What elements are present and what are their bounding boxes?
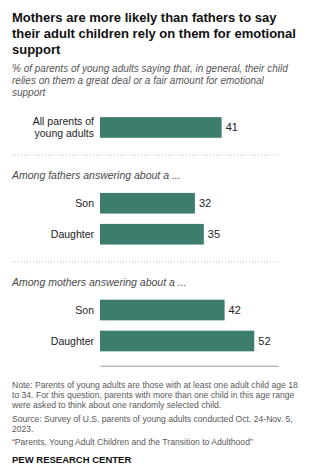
annotation: Among mothers answering about a ... bbox=[11, 276, 187, 288]
data-label: 41 bbox=[226, 121, 238, 133]
footer: PEW RESEARCH CENTER bbox=[12, 454, 131, 465]
data-labels: 41 32 35 42 52 bbox=[199, 121, 271, 347]
data-label: 42 bbox=[229, 304, 241, 316]
bar bbox=[100, 300, 225, 321]
category-label: Son bbox=[75, 304, 94, 316]
separator bbox=[12, 261, 278, 262]
category-label: Daughter bbox=[51, 335, 95, 347]
data-label: 52 bbox=[258, 335, 270, 347]
title: Mothers are more likely than fathers to … bbox=[12, 10, 296, 56]
category-label: Daughter bbox=[51, 228, 95, 240]
annotations: Among fathers answering about a ... Among… bbox=[11, 169, 187, 288]
category-label: All parents ofyoung adults bbox=[33, 115, 94, 140]
notes: Note: Parents of young adults are those … bbox=[11, 380, 298, 465]
data-label: 32 bbox=[199, 197, 211, 209]
note: Note: Parents of young adults are those … bbox=[11, 380, 298, 411]
separators bbox=[12, 155, 278, 262]
note: “Parents, Young Adult Children and the T… bbox=[12, 437, 253, 447]
bar bbox=[100, 224, 204, 245]
note: Source: Survey of U.S. parents of young … bbox=[12, 414, 293, 434]
bars bbox=[100, 117, 254, 351]
x-axis-line bbox=[101, 366, 279, 367]
y-axis-labels: All parents ofyoung adults Son Daughter Son… bbox=[33, 115, 95, 347]
data-label: 35 bbox=[208, 228, 220, 240]
annotation: Among fathers answering about a ... bbox=[11, 169, 181, 181]
chart: Mothers are more likely than fathers to … bbox=[0, 0, 310, 473]
separator bbox=[12, 155, 278, 156]
subtitle: % of parents of young adults saying that… bbox=[12, 63, 288, 98]
category-label: Son bbox=[75, 197, 94, 209]
bar bbox=[100, 193, 195, 214]
bar bbox=[100, 331, 254, 352]
x-axis bbox=[101, 366, 279, 367]
bar bbox=[100, 117, 222, 138]
